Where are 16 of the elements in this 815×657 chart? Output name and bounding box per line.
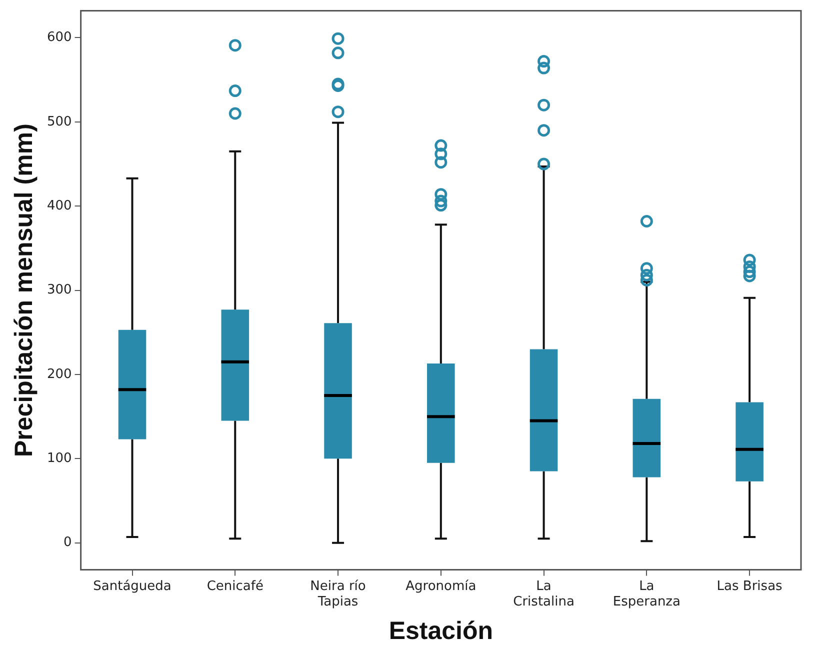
y-tick-label: 600 — [46, 30, 72, 46]
x-tick-label: La Esperanza — [612, 578, 680, 610]
y-tick-label: 0 — [64, 535, 72, 550]
y-tick-label: 300 — [46, 282, 72, 298]
x-tick-label: Santágueda — [93, 578, 172, 594]
x-tick-label: Cenicafé — [206, 578, 264, 594]
x-tick-label: Las Brisas — [716, 578, 783, 594]
y-tick-label: 100 — [46, 451, 72, 466]
x-tick-label: La Cristalina — [513, 578, 574, 610]
y-tick-label: 500 — [46, 114, 72, 130]
x-axis-title: Estación — [388, 616, 494, 645]
y-tick-label: 200 — [46, 366, 72, 382]
x-tick-label: Agronomía — [406, 578, 476, 594]
x-tick-label: Neira río Tapias — [310, 578, 366, 610]
y-tick-label: 400 — [46, 198, 72, 214]
y-axis-title: Precipitación mensual (mm) — [10, 124, 38, 458]
